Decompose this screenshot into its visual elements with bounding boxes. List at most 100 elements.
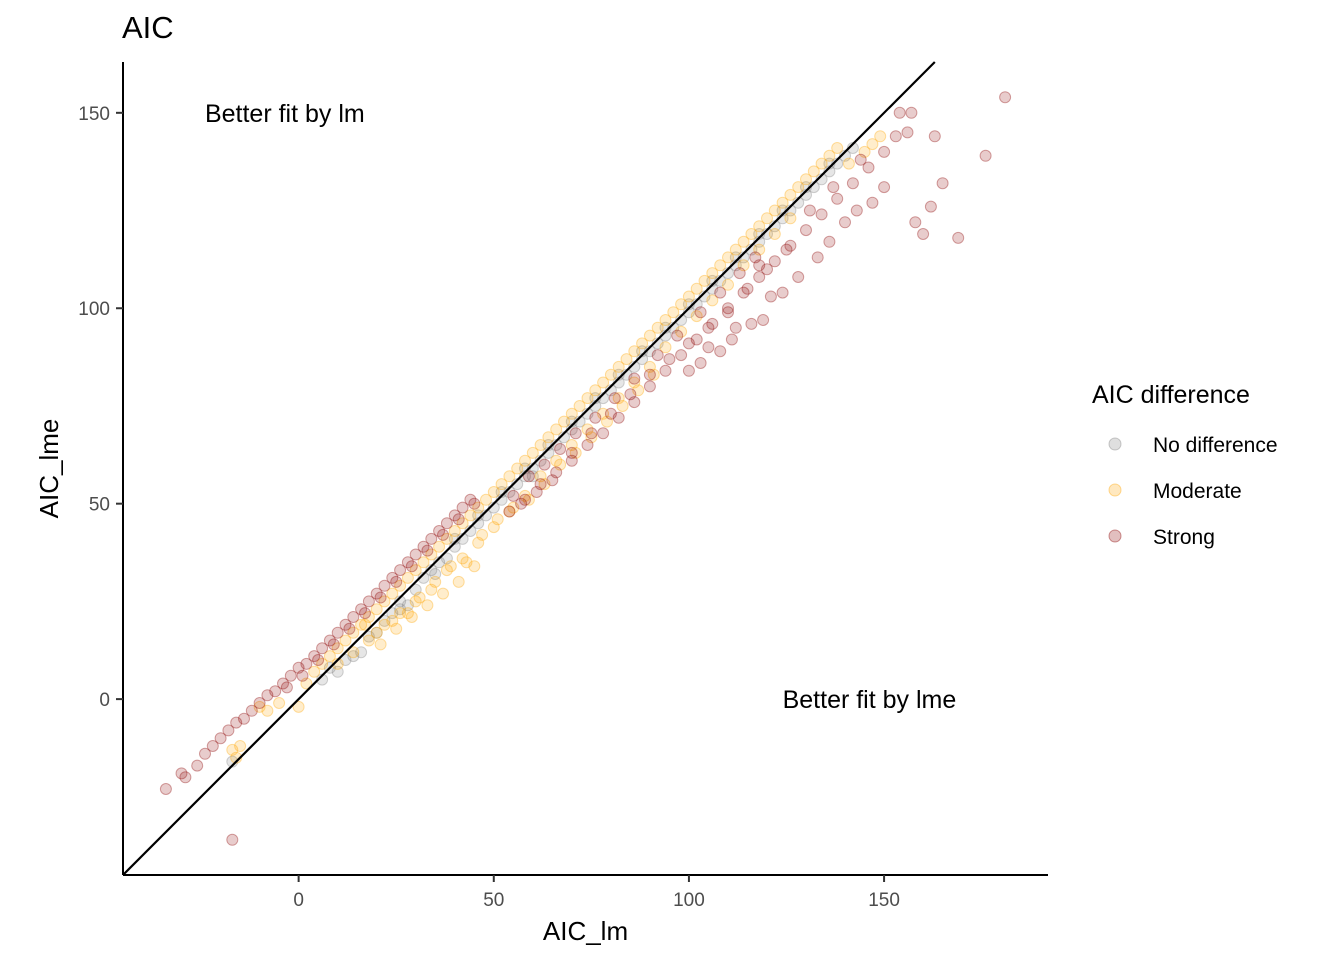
point-moderate (565, 407, 578, 420)
point-moderate (831, 142, 844, 154)
point-strong (433, 525, 446, 537)
point-no-difference (776, 204, 789, 217)
point-strong (850, 204, 863, 217)
point-moderate (597, 407, 610, 420)
point-strong (503, 505, 516, 518)
legend-key-strong (1108, 529, 1122, 543)
point-strong (643, 380, 656, 393)
point-moderate (476, 528, 489, 541)
point-no-difference (753, 235, 766, 248)
point-strong (300, 657, 313, 670)
y-tick-label: 150 (78, 104, 110, 125)
point-no-difference (612, 376, 625, 389)
point-strong (690, 333, 703, 346)
point-no-difference (682, 306, 695, 319)
point-no-difference (815, 173, 828, 186)
point-moderate (534, 439, 547, 451)
point-moderate (690, 282, 703, 295)
point-moderate (573, 400, 586, 412)
point-strong (597, 427, 610, 440)
point-strong (702, 341, 715, 354)
point-strong (878, 181, 891, 194)
point-no-difference (542, 446, 555, 459)
point-strong (725, 333, 738, 346)
point-strong (749, 251, 762, 264)
point-no-difference (347, 650, 360, 663)
point-no-difference (597, 392, 610, 405)
legend-label-moderate: Moderate (1153, 480, 1242, 503)
point-strong (979, 149, 992, 162)
point-strong (815, 208, 828, 221)
point-no-difference (659, 321, 672, 334)
point-strong (347, 611, 360, 623)
legend-key-no-difference (1108, 437, 1122, 451)
point-strong (222, 724, 235, 737)
point-strong (159, 783, 172, 795)
point-moderate (487, 486, 500, 498)
point-moderate (866, 138, 879, 151)
point-no-difference (792, 196, 805, 209)
point-moderate (355, 618, 368, 631)
y-tick-label: 0 (99, 690, 110, 711)
point-moderate (519, 454, 531, 467)
point-moderate (495, 478, 508, 491)
point-strong (468, 497, 481, 510)
point-moderate (491, 513, 504, 526)
point-moderate (874, 130, 887, 143)
point-moderate (519, 489, 531, 502)
point-strong (866, 196, 879, 209)
point-strong (675, 349, 688, 362)
point-strong (737, 286, 750, 299)
point-strong (245, 704, 258, 717)
point-moderate (722, 278, 734, 291)
point-no-difference (339, 654, 352, 666)
point-moderate (234, 740, 247, 752)
point-moderate (362, 611, 375, 623)
point-strong (663, 353, 676, 366)
point-strong (565, 446, 578, 459)
point-strong (854, 153, 867, 166)
point-strong (550, 466, 563, 479)
point-moderate (448, 525, 461, 537)
point-strong (753, 259, 766, 272)
point-no-difference (386, 607, 399, 620)
point-no-difference (362, 630, 375, 643)
x-axis-title: AIC_lm (543, 916, 628, 946)
point-moderate (659, 341, 672, 354)
point-strong (722, 302, 734, 315)
point-moderate (737, 259, 750, 272)
point-moderate (632, 384, 645, 397)
point-moderate (585, 431, 598, 444)
point-strong (651, 349, 664, 362)
point-strong (784, 239, 797, 252)
point-no-difference (604, 384, 617, 397)
point-moderate (300, 677, 313, 690)
point-moderate (487, 521, 500, 534)
point-strong (776, 286, 789, 299)
point-strong (589, 411, 602, 424)
point-strong (269, 685, 282, 698)
point-moderate (425, 548, 438, 561)
point-moderate (745, 228, 758, 240)
point-strong (722, 306, 734, 319)
point-strong (901, 126, 914, 139)
point-strong (417, 540, 430, 553)
annotation-better-lm: Better fit by lm (205, 100, 365, 128)
point-no-difference (487, 501, 500, 514)
point-strong (936, 177, 949, 190)
point-moderate (464, 509, 477, 522)
point-moderate (628, 376, 641, 389)
point-strong (839, 216, 851, 229)
point-strong (928, 130, 941, 143)
point-strong (226, 833, 239, 846)
point-strong (507, 489, 520, 502)
point-no-difference (448, 532, 461, 545)
point-strong (253, 697, 266, 709)
point-no-difference (675, 314, 688, 326)
point-moderate (413, 591, 426, 604)
point-moderate (456, 552, 469, 565)
point-no-difference (800, 181, 812, 194)
point-moderate (768, 228, 781, 240)
point-moderate (643, 329, 656, 342)
point-moderate (768, 204, 781, 217)
